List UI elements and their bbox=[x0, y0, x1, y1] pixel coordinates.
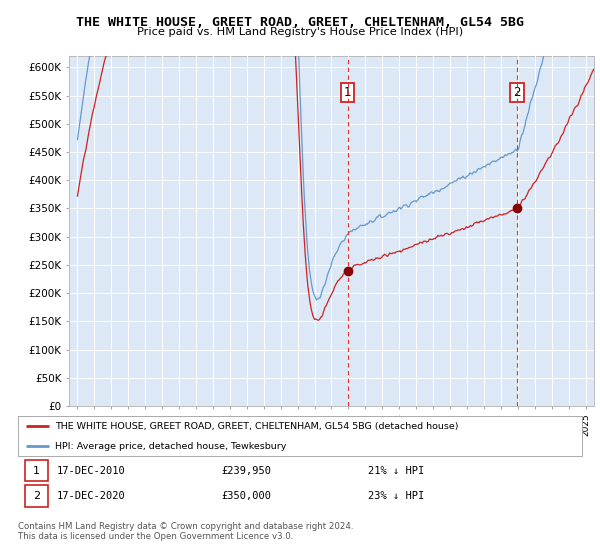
Text: THE WHITE HOUSE, GREET ROAD, GREET, CHELTENHAM, GL54 5BG (detached house): THE WHITE HOUSE, GREET ROAD, GREET, CHEL… bbox=[55, 422, 458, 431]
Text: 21% ↓ HPI: 21% ↓ HPI bbox=[368, 466, 424, 476]
Text: 1: 1 bbox=[344, 86, 352, 99]
Text: THE WHITE HOUSE, GREET ROAD, GREET, CHELTENHAM, GL54 5BG: THE WHITE HOUSE, GREET ROAD, GREET, CHEL… bbox=[76, 16, 524, 29]
Text: 17-DEC-2020: 17-DEC-2020 bbox=[56, 491, 125, 501]
Text: 17-DEC-2010: 17-DEC-2010 bbox=[56, 466, 125, 476]
Text: Price paid vs. HM Land Registry's House Price Index (HPI): Price paid vs. HM Land Registry's House … bbox=[137, 27, 463, 37]
Text: £350,000: £350,000 bbox=[221, 491, 271, 501]
Text: HPI: Average price, detached house, Tewkesbury: HPI: Average price, detached house, Tewk… bbox=[55, 442, 286, 451]
Text: Contains HM Land Registry data © Crown copyright and database right 2024.
This d: Contains HM Land Registry data © Crown c… bbox=[18, 522, 353, 542]
Text: 2: 2 bbox=[514, 86, 521, 99]
Text: 2: 2 bbox=[33, 491, 40, 501]
Text: 1: 1 bbox=[33, 466, 40, 476]
Text: 23% ↓ HPI: 23% ↓ HPI bbox=[368, 491, 424, 501]
Text: £239,950: £239,950 bbox=[221, 466, 271, 476]
Bar bbox=[25, 460, 49, 482]
Bar bbox=[25, 486, 49, 507]
